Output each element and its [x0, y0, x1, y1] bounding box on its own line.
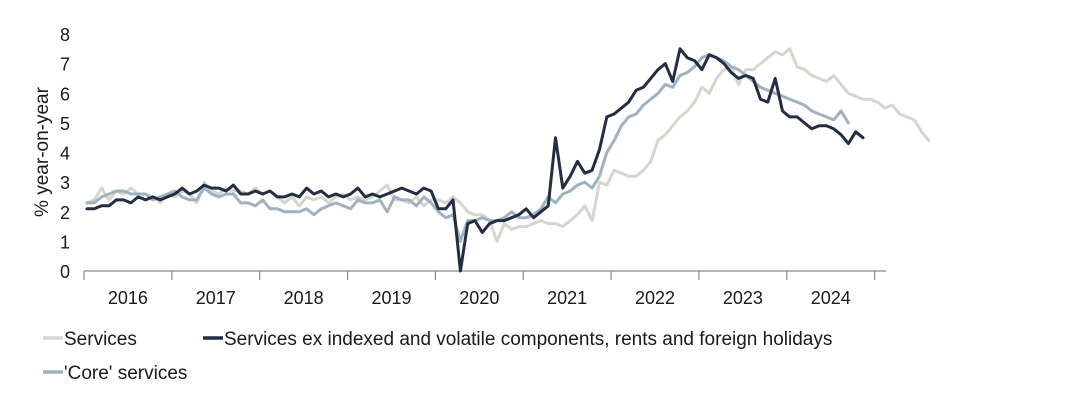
- y-tick-label: 0: [60, 262, 70, 282]
- legend-label-2: Services ex indexed and volatile compone…: [224, 329, 832, 350]
- x-tick-label: 2016: [108, 288, 148, 308]
- y-tick-label: 8: [60, 25, 70, 45]
- series-line-2: [85, 47, 865, 273]
- x-axis: 2016 2017 2018 2019 2020 2021 2022 2023 2024: [83, 270, 886, 308]
- series-line-1: [85, 47, 931, 243]
- y-tick-label: 6: [60, 84, 70, 104]
- x-tick-label: 2019: [371, 288, 411, 308]
- legend: Services Services ex indexed and volatile…: [43, 329, 832, 384]
- y-tick-label: 2: [60, 203, 70, 223]
- series-line-3: [85, 53, 850, 243]
- x-tick-label: 2020: [459, 288, 499, 308]
- y-tick-label: 7: [60, 55, 70, 75]
- x-tick-label: 2023: [723, 288, 763, 308]
- y-tick-label: 1: [60, 232, 70, 252]
- series-lines: [85, 47, 931, 273]
- x-tick-label: 2024: [811, 288, 851, 308]
- y-axis-ticks: 0 1 2 3 4 5 6 7 8: [60, 25, 70, 282]
- legend-label-1: Services: [64, 329, 137, 350]
- y-tick-label: 4: [60, 144, 70, 164]
- x-tick-label: 2022: [635, 288, 675, 308]
- x-tick-label: 2021: [547, 288, 587, 308]
- y-axis-title: % year-on-year: [32, 86, 53, 217]
- x-tick-label: 2018: [284, 288, 324, 308]
- x-tick-label: 2017: [196, 288, 236, 308]
- y-tick-label: 3: [60, 173, 70, 193]
- legend-label-3: 'Core' services: [64, 363, 187, 384]
- y-tick-label: 5: [60, 114, 70, 134]
